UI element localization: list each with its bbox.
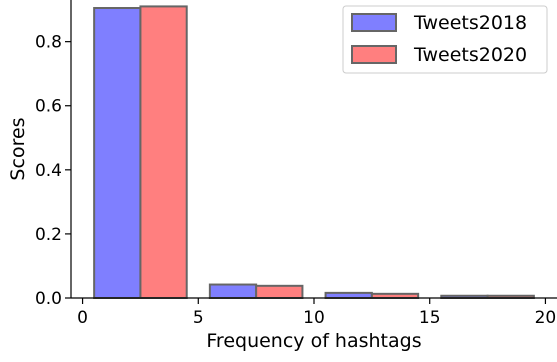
y-tick-label: 0.0 bbox=[35, 289, 62, 309]
bar-tweets2018-1 bbox=[208, 283, 258, 300]
x-tick-label: 10 bbox=[303, 308, 325, 328]
y-tick-label: 0.8 bbox=[35, 33, 62, 53]
x-tick-label: 20 bbox=[535, 308, 557, 328]
bar-tweets2018-0 bbox=[93, 7, 142, 299]
bar-tweets2020-1 bbox=[255, 284, 304, 300]
y-ticks: 0.0 0.2 0.4 0.6 0.8 bbox=[35, 33, 71, 309]
x-tick-label: 5 bbox=[193, 308, 204, 328]
x-tick-label: 0 bbox=[77, 308, 88, 328]
x-tick-label: 15 bbox=[419, 308, 441, 328]
bar-tweets2020-2 bbox=[370, 292, 420, 299]
x-ticks: 0 5 10 15 20 bbox=[77, 298, 556, 328]
y-axis-label: Scores bbox=[7, 117, 29, 180]
bars-layer bbox=[93, 5, 535, 300]
legend-label-tweets2018: Tweets2018 bbox=[413, 12, 527, 34]
legend: Tweets2018 Tweets2020 bbox=[342, 5, 548, 74]
legend-swatch-tweets2020 bbox=[351, 45, 397, 64]
y-tick-label: 0.2 bbox=[35, 225, 62, 245]
bar-tweets2020-0 bbox=[139, 5, 188, 299]
legend-swatch-tweets2018 bbox=[351, 13, 397, 32]
x-axis-label: Frequency of hashtags bbox=[206, 330, 421, 352]
y-tick-label: 0.4 bbox=[35, 161, 62, 181]
bar-tweets2018-2 bbox=[324, 291, 373, 299]
legend-label-tweets2020: Tweets2020 bbox=[413, 44, 527, 66]
y-tick-label: 0.6 bbox=[35, 97, 62, 117]
